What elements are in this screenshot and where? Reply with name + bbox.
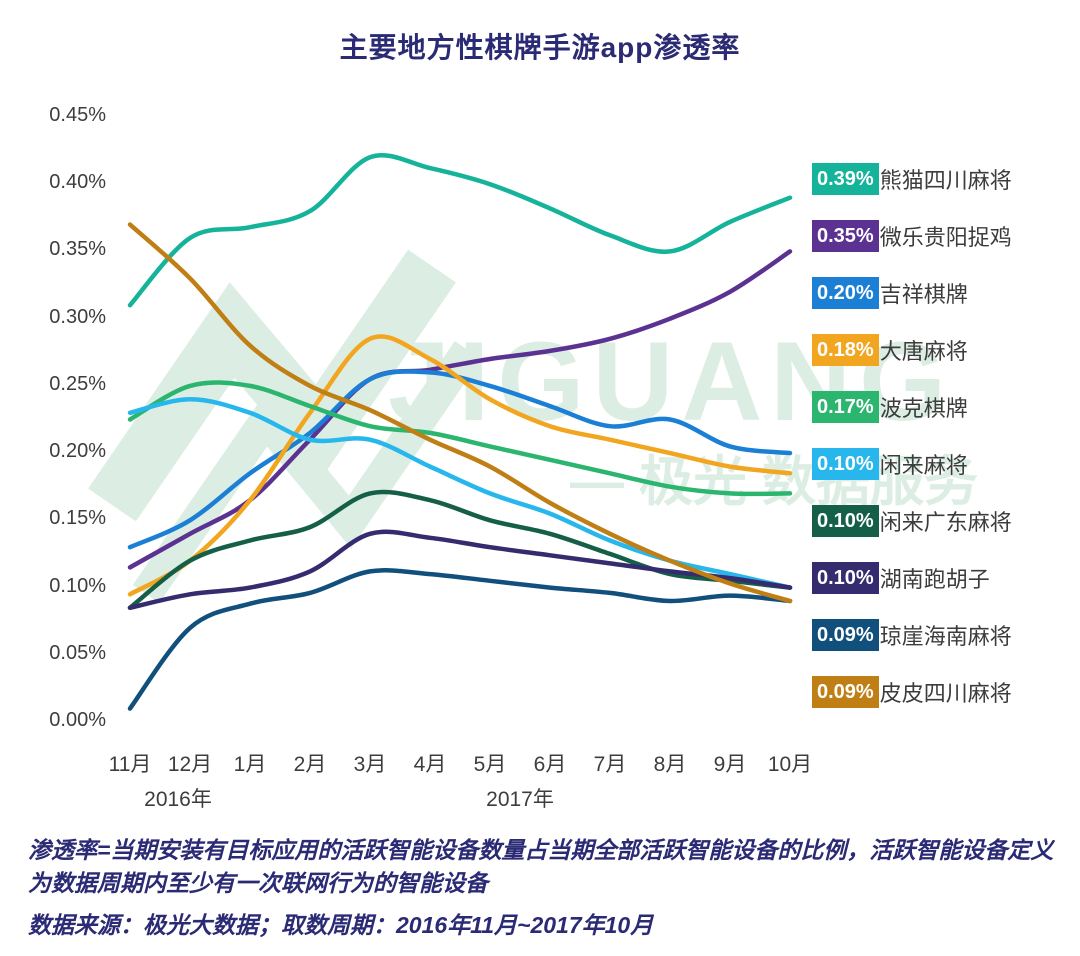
legend-series-name: 琼崖海南麻将	[879, 624, 1012, 649]
legend-item: 0.20% 吉祥棋牌	[812, 271, 1012, 315]
legend-item: 0.39% 熊猫四川麻将	[812, 157, 1012, 201]
legend: 0.39% 熊猫四川麻将 0.35% 微乐贵阳捉鸡 0.20% 吉祥棋牌 0.18% 大唐麻将…	[812, 157, 1012, 714]
legend-value-badge: 0.10%	[812, 505, 879, 537]
legend-value-badge: 0.09%	[812, 676, 879, 708]
legend-item: 0.10% 闲来麻将	[812, 442, 1012, 486]
chart-title: 主要地方性棋牌手游app渗透率	[339, 32, 741, 63]
legend-value-badge: 0.10%	[812, 562, 879, 594]
legend-value-badge: 0.35%	[812, 220, 879, 252]
definition-note: 渗透率=当期安装有目标应用的活跃智能设备数量占当期全部活跃智能设备的比例，活跃智…	[28, 837, 1054, 897]
legend-value-badge: 0.09%	[812, 619, 879, 651]
legend-item: 0.17% 波克棋牌	[812, 385, 1012, 429]
legend-value-badge: 0.17%	[812, 391, 879, 423]
legend-value-badge: 0.10%	[812, 448, 879, 480]
legend-series-name: 皮皮四川麻将	[879, 681, 1012, 706]
legend-series-name: 熊猫四川麻将	[879, 168, 1012, 193]
legend-series-name: 闲来广东麻将	[879, 510, 1012, 535]
footnote: 渗透率=当期安装有目标应用的活跃智能设备数量占当期全部活跃智能设备的比例，活跃智…	[28, 834, 1058, 950]
legend-item: 0.35% 微乐贵阳捉鸡	[812, 214, 1012, 258]
legend-series-name: 湖南跑胡子	[879, 567, 990, 592]
legend-item: 0.09% 皮皮四川麻将	[812, 670, 1012, 714]
legend-item: 0.10% 闲来广东麻将	[812, 499, 1012, 543]
legend-value-badge: 0.39%	[812, 163, 879, 195]
legend-series-name: 闲来麻将	[879, 453, 968, 478]
legend-value-badge: 0.18%	[812, 334, 879, 366]
legend-series-name: 大唐麻将	[879, 339, 968, 364]
data-source-note: 数据来源：极光大数据；取数周期：2016年11月~2017年10月	[28, 911, 654, 938]
legend-item: 0.18% 大唐麻将	[812, 328, 1012, 372]
legend-series-name: 微乐贵阳捉鸡	[879, 225, 1012, 250]
legend-item: 0.10% 湖南跑胡子	[812, 556, 1012, 600]
legend-series-name: 波克棋牌	[879, 396, 968, 421]
legend-value-badge: 0.20%	[812, 277, 879, 309]
legend-item: 0.09% 琼崖海南麻将	[812, 613, 1012, 657]
legend-series-name: 吉祥棋牌	[879, 282, 968, 307]
